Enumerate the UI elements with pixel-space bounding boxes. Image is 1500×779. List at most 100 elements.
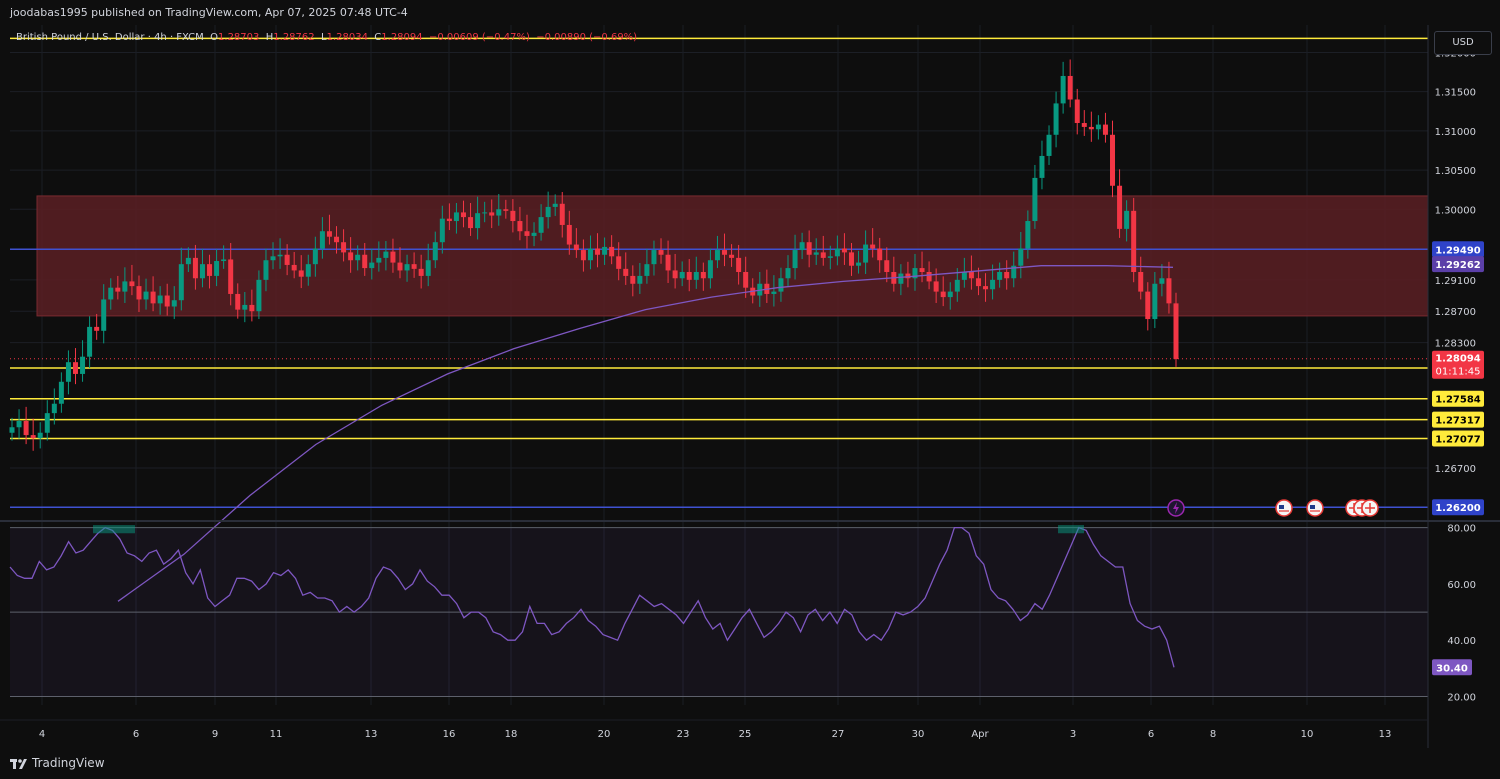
candle-body [968,272,974,279]
candle-body [94,326,100,331]
tradingview-logo[interactable]: TradingView [10,748,105,779]
candle-body [432,242,438,261]
candle-body [538,217,544,233]
us-flag-event-icon [1275,499,1293,517]
candle-body [778,278,784,292]
candle-body [44,413,50,433]
candle-body [65,362,71,382]
candle-body [298,270,304,277]
candle-body [129,281,135,287]
candle-body [877,248,883,261]
candle-body [580,250,586,261]
candle-body [947,291,953,298]
candle-body [425,260,431,276]
rsi-overbought-fill [93,525,135,534]
candle-body [348,252,354,261]
price-tick-label: 1.28700 [1435,307,1476,318]
candle-body [284,254,290,265]
candle-body [587,248,593,261]
ma-price-label: 1.29262 [1435,260,1481,271]
candle-body [714,250,720,261]
candle-body [1081,123,1087,127]
publisher-text: joodabas1995 published on TradingView.co… [10,6,408,19]
candle-body [411,264,417,269]
candle-body [736,257,742,272]
yellow-level-price-label: 1.27077 [1435,434,1481,445]
candle-body [355,254,361,261]
candle-body [23,420,29,436]
candle-body [446,218,452,222]
candle-body [1011,265,1017,279]
yellow-level-price-label-box [1432,411,1484,428]
candle-body [806,242,812,255]
candle-body [214,261,220,276]
candle-body [58,381,64,404]
candle-body [334,236,340,243]
candle-body [369,262,375,269]
candle-body [531,232,537,236]
candle-body [1145,291,1151,320]
candle-body [228,259,234,294]
time-tick-label: 16 [443,729,456,740]
candle-body [863,244,869,263]
rsi-overbought-fill [1058,525,1084,534]
candle-body [404,264,410,271]
us-flag-event-icon [1306,499,1324,517]
candle-body [693,272,699,280]
candle-body [1025,221,1031,249]
candle-body [242,304,248,310]
candle-body [482,212,488,214]
candle-body [820,252,826,258]
candle-body [376,257,382,263]
candle-body [799,242,805,251]
blue-level-price-label: 1.29490 [1435,245,1481,256]
candle-body [990,279,996,290]
candle-body [1131,210,1137,272]
candle-body [573,244,579,251]
moving-average-line [117,265,1174,602]
candle-body [961,272,967,280]
candle-body [277,254,283,257]
candle-body [136,286,142,300]
candle-body [1095,124,1101,130]
candle-body [545,206,551,218]
candle-body [192,257,198,279]
currency-button[interactable]: USD [1434,31,1492,55]
us-flag-event-icon [1361,499,1379,517]
candle-body [630,275,636,284]
candle-body [108,287,114,300]
time-tick-label: 11 [270,729,283,740]
candle-body [1032,177,1038,222]
publisher-header: joodabas1995 published on TradingView.co… [0,0,1500,25]
candle-body [919,268,925,272]
candle-body [940,291,946,298]
candle-body [263,260,269,280]
time-tick-label: 18 [505,729,518,740]
candle-body [101,299,107,331]
candle-body [983,286,989,290]
time-tick-label: 3 [1070,729,1076,740]
candle-body [1110,134,1116,186]
candle-body [743,272,749,288]
candle-body [30,435,36,439]
tradingview-brand-text: TradingView [32,756,105,770]
blue-level-price-label: 1.26200 [1435,503,1481,514]
candle-body [566,224,572,245]
candle-body [87,326,93,357]
time-tick-label: 4 [39,729,45,740]
time-tick-label: 6 [133,729,139,740]
rsi-line [9,526,1175,668]
close-label: C [374,32,382,43]
time-tick-label: 6 [1148,729,1154,740]
candle-body [489,212,495,216]
candle-body [954,279,960,292]
rsi-tick-label: 40.00 [1447,636,1476,647]
candle-body [1102,124,1108,135]
candle-body [362,254,368,269]
candle-body [460,212,466,218]
candle-body [178,264,184,301]
candle-body [524,231,530,236]
time-tick-label: 25 [739,729,752,740]
candle-body [235,293,241,310]
